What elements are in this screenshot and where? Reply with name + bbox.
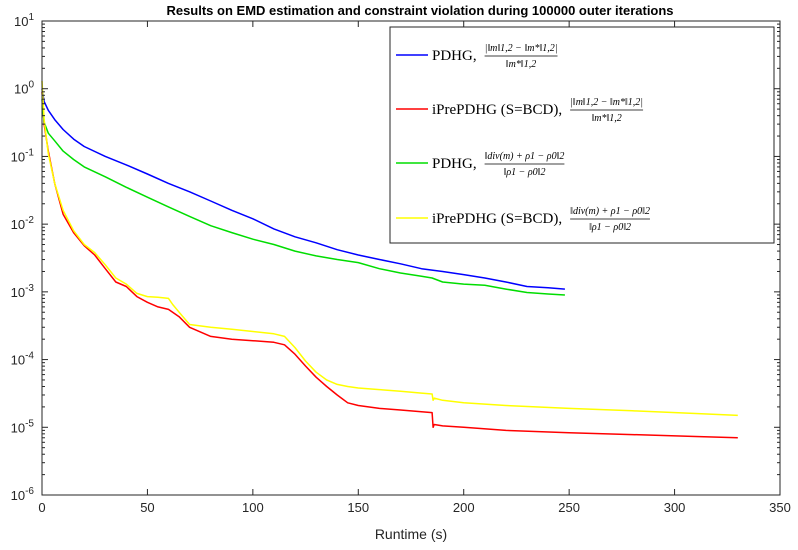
y-tick-label: 100 (14, 80, 34, 97)
legend-formula-denominator-2: ‖m*‖1,2 (591, 113, 621, 124)
y-tick-exponent: -1 (25, 147, 34, 158)
series-line-2 (41, 91, 738, 439)
legend-label-1: PDHG, (432, 48, 477, 64)
series-layer (41, 80, 738, 439)
legend-label-2: iPrePDHG (S=BCD), (432, 102, 562, 118)
legend-box (389, 26, 775, 244)
x-tick-label: 200 (453, 500, 475, 515)
y-tick-exponent: -2 (25, 215, 34, 226)
y-tick-base: 10 (11, 149, 25, 164)
y-tick-label: 10-4 (11, 351, 35, 368)
y-tick-label: 10-1 (11, 147, 35, 164)
legend-label-3: PDHG, (432, 156, 477, 172)
y-tick-label: 10-6 (11, 486, 35, 503)
x-tick-label: 350 (769, 500, 791, 515)
y-tick-label: 10-5 (11, 418, 35, 435)
y-tick-label: 10-2 (11, 215, 35, 232)
x-tick-label: 150 (347, 500, 369, 515)
y-tick-exponent: -6 (25, 486, 34, 497)
axes-box (41, 20, 781, 496)
x-axis-title: Runtime (s) (375, 526, 447, 542)
y-tick-base: 10 (11, 217, 25, 232)
series-line-3 (41, 99, 565, 296)
x-tick-label: 250 (558, 500, 580, 515)
series-line-1 (41, 88, 565, 290)
x-tick-label: 100 (242, 500, 264, 515)
y-tick-exponent: 0 (28, 80, 34, 91)
legend-formula-numerator-1: |‖m‖1,2 − ‖m*‖1,2| (485, 43, 558, 54)
legend-formula-numerator-4: ‖div(m) + ρ1 − ρ0‖2 (570, 206, 650, 217)
y-tick-base: 10 (11, 420, 25, 435)
legend-formula-numerator-3: ‖div(m) + ρ1 − ρ0‖2 (485, 151, 565, 162)
y-tick-exponent: -5 (25, 418, 34, 429)
axes-layer (41, 20, 781, 496)
x-tick-label: 300 (664, 500, 686, 515)
legend-label-4: iPrePDHG (S=BCD), (432, 211, 562, 227)
y-tick-base: 10 (14, 14, 28, 29)
legend-formula-denominator-3: ‖ρ1 − ρ0‖2 (504, 167, 546, 178)
x-tick-label: 0 (38, 500, 45, 515)
ticks-layer: 0 50 100 150 200 250 300 35010-610-510-410-310-… (11, 12, 791, 515)
y-tick-base: 10 (11, 285, 25, 300)
x-tick-label: 50 (140, 500, 154, 515)
chart-title: Results on EMD estimation and constraint… (166, 3, 673, 18)
y-tick-base: 10 (11, 353, 25, 368)
y-tick-base: 10 (11, 488, 25, 503)
legend-formula-denominator-4: ‖ρ1 − ρ0‖2 (589, 222, 631, 233)
legend-formula-denominator-1: ‖m*‖1,2 (506, 59, 536, 70)
y-tick-exponent: 1 (28, 12, 34, 23)
legend: PDHG, |‖m‖1,2 − ‖m*‖1,2| ‖m*‖1,2 iPrePDHG (… (389, 26, 775, 244)
y-tick-exponent: -3 (25, 283, 34, 294)
y-tick-label: 101 (14, 12, 34, 29)
series-line-4 (41, 80, 738, 417)
y-tick-label: 10-3 (11, 283, 35, 300)
y-tick-base: 10 (14, 82, 28, 97)
y-tick-exponent: -4 (25, 351, 34, 362)
legend-formula-numerator-2: |‖m‖1,2 − ‖m*‖1,2| (570, 97, 643, 108)
